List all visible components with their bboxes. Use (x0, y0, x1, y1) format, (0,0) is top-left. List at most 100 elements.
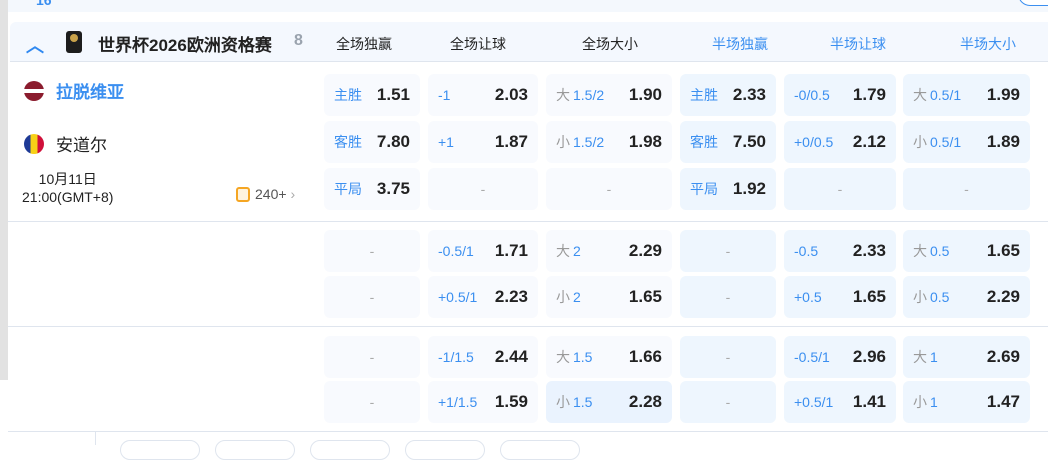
odds-cell[interactable]: 小 0.5/1 1.89 (903, 121, 1030, 163)
odds-cell[interactable]: 小 0.5 2.29 (903, 276, 1030, 318)
odds-pre: 小 (556, 394, 570, 410)
odds-cell[interactable]: 客胜 7.80 (324, 121, 420, 163)
odds-odds: 1.41 (852, 392, 886, 411)
odds-odds: 2.28 (628, 392, 662, 411)
odds-cell[interactable]: 大 1.5 1.66 (546, 336, 672, 378)
odds-pre: 小 (556, 134, 570, 150)
odds-cell[interactable]: 大 1 2.69 (903, 336, 1030, 378)
more-markets-link[interactable]: 240+ › (236, 186, 295, 202)
odds-cell[interactable]: 小 1.5/2 1.98 (546, 121, 672, 163)
match-datetime: 10月11日 21:00(GMT+8) (22, 170, 113, 206)
empty-odds: - (837, 181, 843, 197)
odds-cell[interactable]: - (324, 230, 420, 272)
odds-line: 1.5 (573, 349, 593, 365)
odds-line: 1.5/2 (573, 87, 605, 103)
odds-cell[interactable]: - (784, 168, 896, 210)
empty-odds: - (964, 181, 969, 197)
odds-cell[interactable]: - (903, 168, 1030, 210)
odds-cell[interactable]: - (546, 168, 672, 210)
more-markets-count: 240+ (255, 186, 287, 202)
odds-cell[interactable]: +0.5/1 1.41 (784, 381, 896, 423)
column-header: 全场独赢 (336, 36, 392, 52)
markets-icon (236, 186, 250, 202)
previous-league-header[interactable]: 16 (8, 0, 1048, 12)
odds-cell[interactable]: - (680, 276, 776, 318)
odds-line: 平局 (690, 181, 718, 197)
odds-cell[interactable]: +1/1.5 1.59 (428, 381, 538, 423)
odds-line: +0/0.5 (794, 134, 834, 150)
odds-cell[interactable]: -1 2.03 (428, 74, 538, 116)
odds-cell[interactable]: +0.5/1 2.23 (428, 276, 538, 318)
odds-line: 客胜 (690, 134, 718, 150)
odds-line: 主胜 (690, 87, 718, 103)
odds-odds: 1.99 (986, 85, 1020, 104)
odds-odds: 1.65 (628, 287, 662, 306)
odds-cell[interactable]: 大 0.5/1 1.99 (903, 74, 1030, 116)
odds-pre: 小 (913, 289, 927, 305)
chevron-right-icon: › (290, 186, 296, 202)
filter-button[interactable] (215, 440, 295, 460)
match-date: 10月11日 (38, 171, 97, 187)
match-count: 8 (294, 32, 303, 49)
odds-cell[interactable]: 大 0.5 1.65 (903, 230, 1030, 272)
odds-cell[interactable]: - (324, 381, 420, 423)
odds-line: 主胜 (334, 87, 362, 103)
odds-cell[interactable]: 小 2 1.65 (546, 276, 672, 318)
odds-cell[interactable]: -0.5 2.33 (784, 230, 896, 272)
home-team[interactable]: 拉脱维亚 (24, 78, 124, 103)
odds-line: 2 (573, 289, 581, 305)
top-button[interactable] (1018, 0, 1048, 6)
league-header[interactable]: ︿ 世界杯2026欧洲资格赛 8 全场独赢 全场让球 全场大小 半场独赢 半场让球 半场大… (10, 22, 1048, 62)
latvia-flag-icon (24, 80, 44, 101)
odds-cell[interactable]: 主胜 2.33 (680, 74, 776, 116)
odds-line: -0.5 (794, 243, 819, 259)
odds-line: 0.5/1 (930, 134, 962, 150)
odds-cell[interactable]: 大 2 2.29 (546, 230, 672, 272)
odds-line: 0.5/1 (930, 87, 962, 103)
odds-odds: 1.65 (852, 287, 886, 306)
divider (95, 432, 96, 445)
odds-cell[interactable]: - (324, 276, 420, 318)
scrollbar[interactable] (0, 0, 8, 380)
empty-odds: - (725, 349, 731, 365)
odds-odds: 1.59 (494, 392, 528, 411)
odds-cell[interactable]: 大 1.5/2 1.90 (546, 74, 672, 116)
column-header: 全场让球 (450, 36, 506, 52)
odds-cell[interactable]: +0.5 1.65 (784, 276, 896, 318)
odds-cell[interactable]: 主胜 1.51 (324, 74, 420, 116)
odds-cell[interactable]: -1/1.5 2.44 (428, 336, 538, 378)
odds-line: +0.5/1 (438, 289, 478, 305)
filter-button[interactable] (405, 440, 485, 460)
odds-odds: 3.75 (376, 179, 410, 198)
odds-odds: 7.80 (376, 132, 410, 151)
odds-cell[interactable]: - (680, 336, 776, 378)
odds-cell[interactable]: - (680, 230, 776, 272)
odds-odds: 2.96 (852, 347, 886, 366)
odds-pre: 大 (556, 87, 570, 103)
odds-cell[interactable]: 平局 3.75 (324, 168, 420, 210)
odds-cell[interactable]: 小 1 1.47 (903, 381, 1030, 423)
chevron-up-icon[interactable]: ︿ (26, 36, 44, 56)
divider (8, 221, 1048, 222)
odds-cell[interactable]: -0/0.5 1.79 (784, 74, 896, 116)
odds-cell[interactable]: 平局 1.92 (680, 168, 776, 210)
odds-cell[interactable]: -0.5/1 1.71 (428, 230, 538, 272)
empty-odds: - (725, 243, 731, 259)
odds-cell[interactable]: +0/0.5 2.12 (784, 121, 896, 163)
odds-odds: 1.90 (628, 85, 662, 104)
divider (8, 431, 1048, 432)
odds-cell[interactable]: +1 1.87 (428, 121, 538, 163)
odds-cell[interactable]: - (428, 168, 538, 210)
odds-line: 2 (573, 243, 581, 259)
odds-odds: 2.29 (986, 287, 1020, 306)
filter-button[interactable] (120, 440, 200, 460)
odds-line: -0.5/1 (794, 349, 830, 365)
odds-cell[interactable]: - (324, 336, 420, 378)
odds-cell[interactable]: - (680, 381, 776, 423)
odds-cell[interactable]: 小 1.5 2.28 (546, 381, 672, 423)
odds-cell[interactable]: 客胜 7.50 (680, 121, 776, 163)
filter-button[interactable] (500, 440, 580, 460)
away-team[interactable]: 安道尔 (24, 131, 107, 156)
filter-button[interactable] (310, 440, 390, 460)
odds-cell[interactable]: -0.5/1 2.96 (784, 336, 896, 378)
